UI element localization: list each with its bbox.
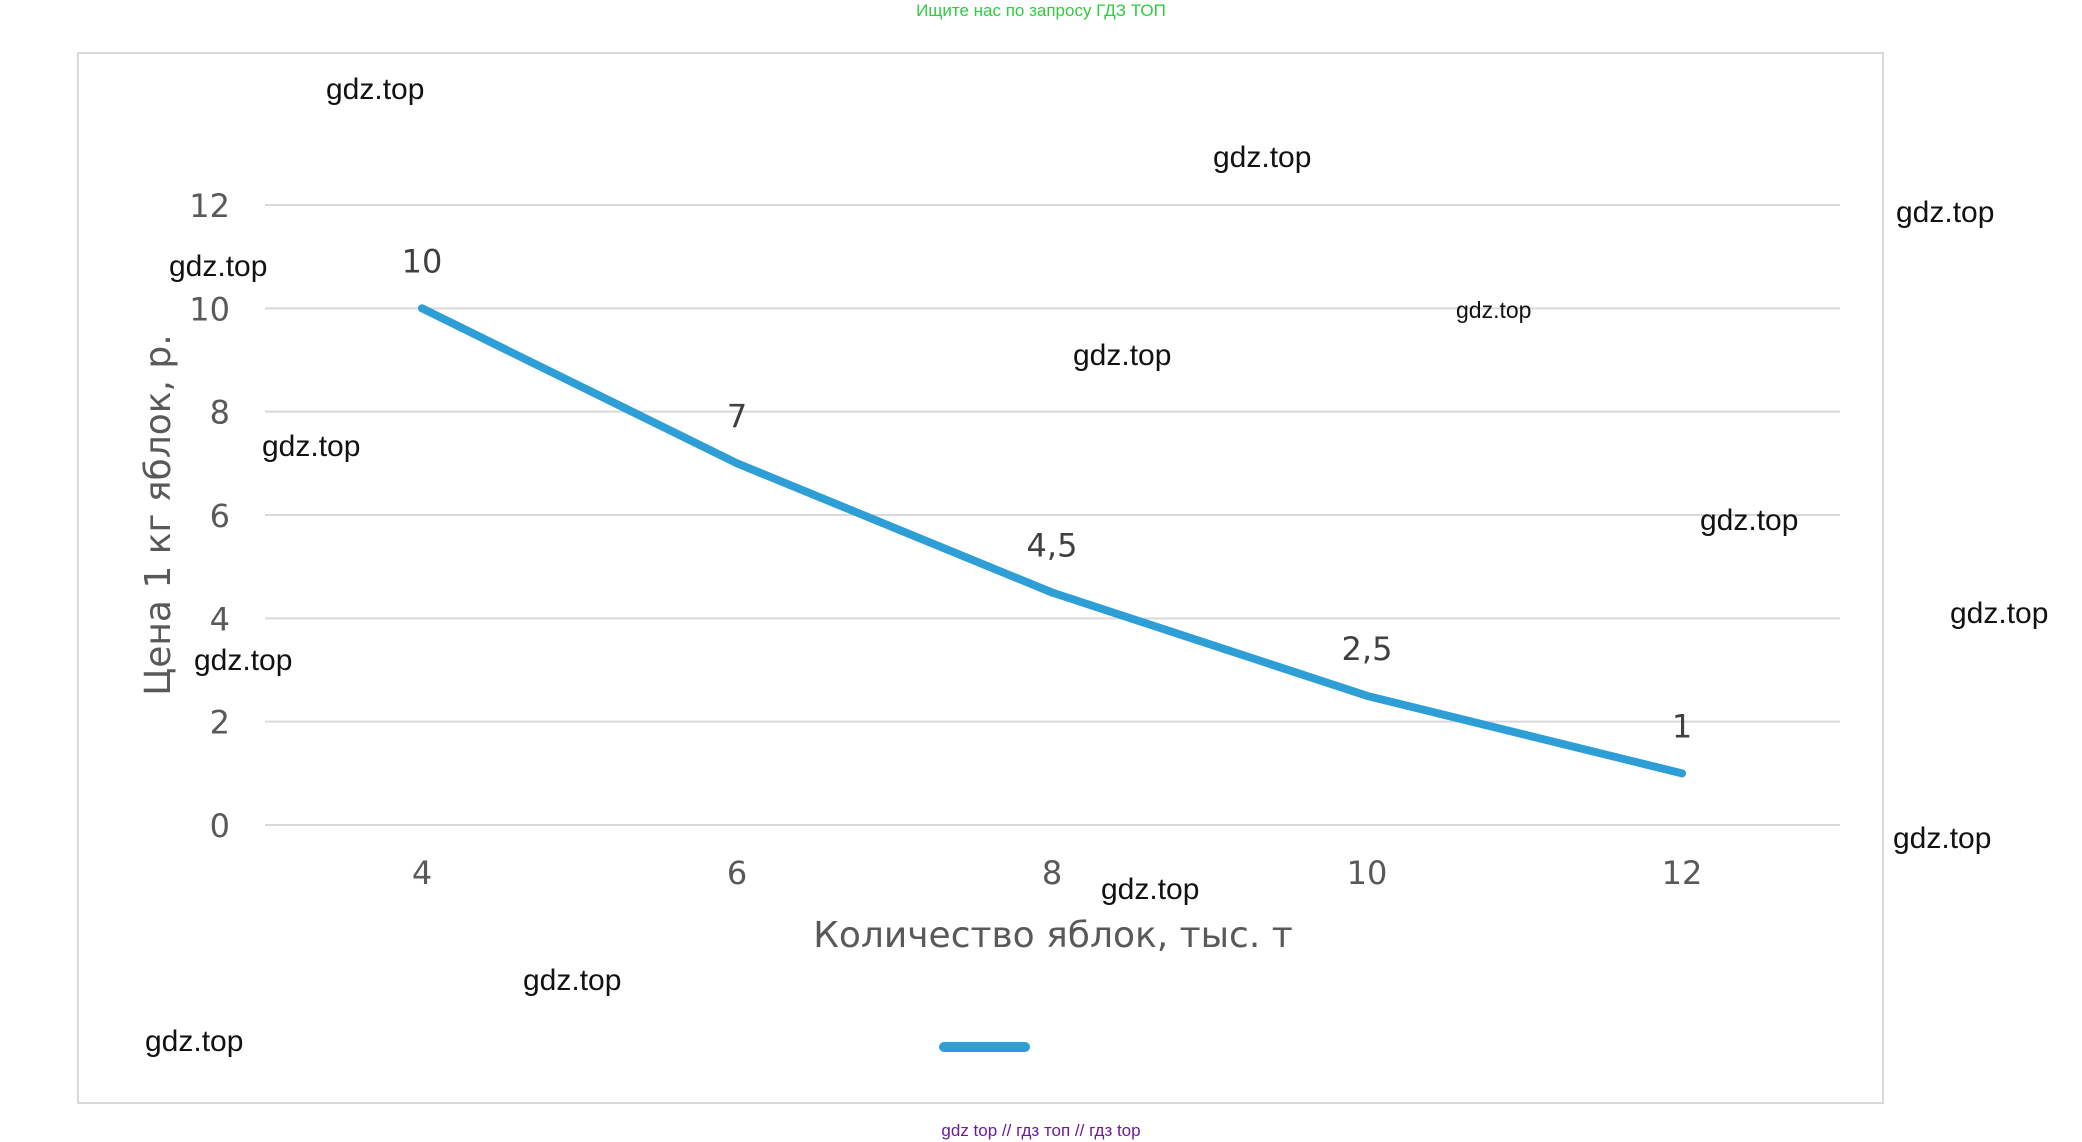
data-point bbox=[418, 304, 426, 313]
x-tick-label: 10 bbox=[1347, 854, 1388, 892]
y-axis-title: Цена 1 кг яблок, р. bbox=[138, 334, 179, 695]
y-tick-label: 2 bbox=[210, 704, 230, 742]
watermark-text: gdz.top bbox=[194, 644, 293, 677]
gridlines bbox=[265, 204, 1840, 826]
x-tick-label: 12 bbox=[1662, 854, 1703, 892]
y-tick-label: 10 bbox=[189, 290, 230, 328]
data-label: 2,5 bbox=[1342, 630, 1393, 668]
watermark-text: gdz.top bbox=[1456, 297, 1532, 323]
watermark-text: gdz.top bbox=[1073, 339, 1172, 372]
data-labels: 10 7 4,5 2,5 1 bbox=[402, 242, 1693, 745]
bottom-banner: gdz top // гдз топ // гдз top bbox=[941, 1121, 1141, 1140]
x-tick-label: 8 bbox=[1042, 854, 1062, 892]
data-point bbox=[733, 459, 741, 468]
y-tick-label: 4 bbox=[210, 600, 230, 638]
watermark-text: gdz.top bbox=[326, 73, 425, 106]
data-point bbox=[1678, 769, 1686, 778]
data-label: 1 bbox=[1672, 707, 1692, 745]
series-layer bbox=[418, 304, 1686, 778]
x-axis-title: Количество яблок, тыс. т bbox=[813, 915, 1292, 956]
data-label: 10 bbox=[402, 242, 443, 280]
data-label: 4,5 bbox=[1027, 527, 1078, 565]
watermark-text: gdz.top bbox=[169, 250, 268, 283]
x-tick-label: 6 bbox=[727, 854, 747, 892]
data-label: 7 bbox=[727, 397, 747, 435]
data-point bbox=[1363, 691, 1371, 700]
watermark-text: gdz.top bbox=[1101, 873, 1200, 906]
watermark-text: gdz.top bbox=[1950, 597, 2049, 630]
y-tick-label: 8 bbox=[210, 394, 230, 432]
watermark-text: gdz.top bbox=[1700, 504, 1799, 537]
x-axis-ticks: 4 6 8 10 12 bbox=[412, 854, 1703, 892]
watermark-text: gdz.top bbox=[1896, 196, 1995, 229]
watermark-text: gdz.top bbox=[145, 1025, 244, 1058]
x-tick-label: 4 bbox=[412, 854, 432, 892]
watermark-text: gdz.top bbox=[1213, 141, 1312, 174]
top-banner: Ищите нас по запросу ГДЗ ТОП bbox=[916, 1, 1166, 20]
watermark-text: gdz.top bbox=[1893, 822, 1992, 855]
watermark-text: gdz.top bbox=[523, 964, 622, 997]
y-tick-label: 12 bbox=[189, 187, 230, 225]
watermark-text: gdz.top bbox=[262, 430, 361, 463]
y-axis-ticks: 0 2 4 6 8 10 12 bbox=[189, 187, 230, 845]
data-point bbox=[1048, 588, 1056, 597]
y-tick-label: 6 bbox=[210, 497, 230, 535]
y-tick-label: 0 bbox=[210, 807, 230, 845]
chart-frame bbox=[77, 52, 1884, 1104]
